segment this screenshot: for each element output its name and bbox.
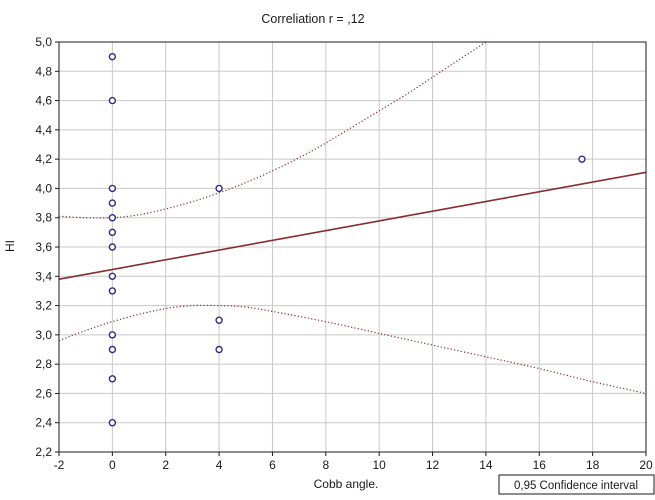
confidence-bands xyxy=(59,42,646,395)
x-tick-label: 2 xyxy=(162,458,169,472)
x-tick-label: 18 xyxy=(586,458,600,472)
legend: 0,95 Confidence interval xyxy=(498,474,655,495)
x-tick-label: 12 xyxy=(426,458,440,472)
y-tick-label: 2,2 xyxy=(35,445,52,459)
x-tick-label: -2 xyxy=(54,458,65,472)
data-point xyxy=(215,184,223,193)
data-point xyxy=(108,228,117,237)
data-point xyxy=(108,272,117,280)
y-tick-label: 4,8 xyxy=(35,64,52,78)
y-tick-label: 5,0 xyxy=(35,35,52,49)
data-point xyxy=(578,155,586,163)
data-point xyxy=(108,331,117,339)
x-axis-ticks: -2 0 2 4 6 8 10 12 14 16 18 20 xyxy=(54,452,653,472)
legend-box xyxy=(498,474,655,495)
x-tick-label: 8 xyxy=(322,458,329,472)
data-point xyxy=(108,375,117,383)
data-point xyxy=(215,316,223,324)
x-axis-title: Cobb angle. xyxy=(314,477,379,491)
ci-upper-curve xyxy=(59,42,487,219)
x-tick-label: 4 xyxy=(216,458,223,472)
data-point xyxy=(108,199,117,207)
y-axis-ticks: 2,2 2,4 2,6 2,8 3,0 3,2 3,4 3,6 3,8 4,0 4,2 4,4 4,6 4… xyxy=(35,35,59,459)
y-tick-label: 4,0 xyxy=(35,181,52,195)
y-tick-label: 3,8 xyxy=(35,211,52,225)
x-tick-label: 0 xyxy=(109,458,116,472)
data-point xyxy=(108,214,117,222)
y-tick-label: 3,2 xyxy=(35,299,52,313)
data-points xyxy=(108,52,586,427)
data-point xyxy=(108,243,117,251)
y-tick-label: 4,4 xyxy=(35,123,52,137)
y-tick-label: 3,4 xyxy=(35,269,52,283)
data-point xyxy=(108,345,117,354)
y-tick-label: 2,8 xyxy=(35,357,52,371)
legend-label: 0,95 Confidence interval xyxy=(514,480,638,492)
y-tick-label: 3,0 xyxy=(35,328,52,342)
data-point xyxy=(215,345,223,354)
chart-title: Correliation r = ,12 xyxy=(261,12,364,26)
regression-layer xyxy=(58,171,647,281)
data-point xyxy=(108,287,117,295)
x-tick-label: 6 xyxy=(269,458,276,472)
y-tick-label: 3,6 xyxy=(35,240,52,254)
y-tick-label: 4,2 xyxy=(35,152,52,166)
y-tick-label: 4,6 xyxy=(35,94,52,108)
x-tick-label: 14 xyxy=(479,458,493,472)
y-tick-label: 2,6 xyxy=(35,386,52,400)
regression-line xyxy=(58,171,647,281)
y-tick-label: 2,4 xyxy=(35,416,52,430)
data-point xyxy=(108,184,117,193)
x-tick-label: 20 xyxy=(639,458,653,472)
data-point xyxy=(108,96,117,105)
data-point xyxy=(108,52,117,61)
data-point xyxy=(108,419,117,427)
y-axis-title: HI xyxy=(3,240,17,252)
grid-lines xyxy=(59,42,646,452)
x-tick-label: 10 xyxy=(373,458,387,472)
ci-lower-curve xyxy=(59,304,646,395)
x-tick-label: 16 xyxy=(533,458,547,472)
